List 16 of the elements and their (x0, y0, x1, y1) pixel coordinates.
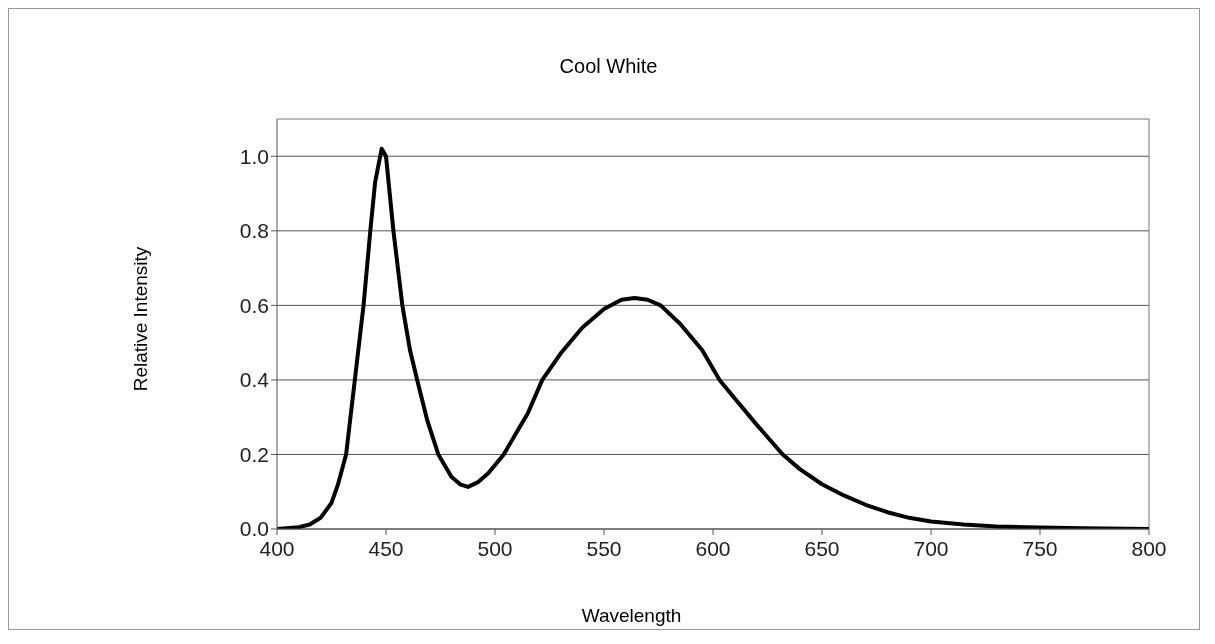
x-tick-label: 650 (804, 536, 840, 560)
y-axis-title: Relative Intensity (130, 246, 152, 392)
y-tick-label: 0.8 (239, 219, 269, 243)
y-tick-label: 1.0 (239, 144, 269, 168)
x-tick-label: 600 (695, 536, 731, 560)
x-tick-label: 800 (1131, 536, 1167, 560)
x-tick-label: 550 (586, 536, 622, 560)
y-tick-label: 0.4 (239, 368, 270, 392)
y-tick-label: 0.6 (239, 293, 269, 317)
x-tick-label: 700 (913, 536, 949, 560)
chart-title: Cool White (558, 55, 659, 78)
x-tick-label: 500 (477, 536, 513, 560)
x-tick-label: 450 (368, 536, 404, 560)
x-axis-title: Wavelength (580, 605, 683, 627)
x-tick-label: 750 (1022, 536, 1058, 560)
y-tick-label: 0.2 (239, 442, 269, 466)
